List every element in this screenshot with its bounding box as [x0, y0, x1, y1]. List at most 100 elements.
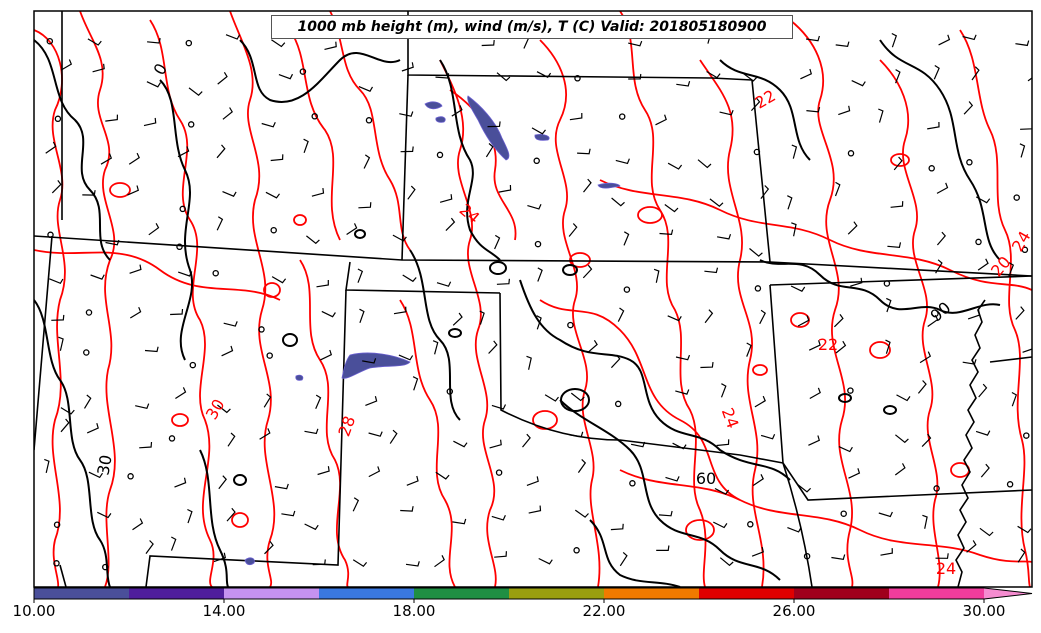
- wind-barb: [1015, 40, 1030, 47]
- calm-wind-marker: [54, 115, 62, 123]
- wind-barb: [716, 439, 730, 447]
- wind-barb: [221, 345, 234, 357]
- wind-barb: [709, 198, 724, 207]
- wind-barb: [933, 64, 940, 80]
- wind-barb: [58, 336, 64, 351]
- wind-barb: [435, 471, 450, 480]
- map-title: 1000 mb height (m), wind (m/s), T (C) Va…: [271, 15, 793, 39]
- wind-barb: [398, 354, 414, 361]
- wind-barb: [217, 404, 231, 414]
- wind-barb: [259, 428, 271, 440]
- wind-barb: [526, 476, 539, 486]
- wind-barb: [271, 276, 287, 284]
- wind-barb: [365, 396, 378, 406]
- wind-barb: [847, 221, 858, 235]
- wind-barb: [850, 277, 863, 287]
- colorbar-segment: [224, 588, 319, 599]
- wind-barb: [834, 181, 841, 197]
- calm-wind-marker: [847, 387, 854, 394]
- wind-barb: [320, 349, 333, 361]
- colorbar-segment: [34, 588, 129, 599]
- wind-barb: [1020, 123, 1032, 130]
- wind-barb: [187, 508, 193, 524]
- wind-barb: [270, 154, 284, 162]
- wind-barb: [658, 510, 673, 517]
- calm-wind-marker: [299, 68, 307, 75]
- calm-wind-marker: [495, 469, 503, 476]
- wind-barb: [704, 267, 719, 274]
- wind-barb: [432, 340, 439, 355]
- wind-barb: [479, 310, 485, 325]
- wind-speed-shading: [244, 95, 621, 566]
- wind-barb: [619, 551, 628, 567]
- wind-barb: [617, 307, 625, 322]
- wind-barb: [962, 34, 977, 41]
- wind-barb: [676, 81, 691, 87]
- wind-barb: [436, 281, 452, 287]
- calm-wind-marker: [258, 326, 265, 333]
- wind-barb: [977, 258, 989, 271]
- wind-barb: [316, 280, 329, 288]
- calm-wind-marker: [803, 552, 811, 560]
- wind-barb: [88, 471, 103, 479]
- wind-barb: [452, 518, 467, 525]
- wind-barb: [790, 285, 806, 292]
- wind-barb: [656, 545, 670, 551]
- wind-barb: [494, 234, 501, 250]
- wind-barb: [569, 113, 583, 121]
- wind-barb: [979, 527, 994, 537]
- wind-barb: [760, 434, 776, 440]
- wind-barb: [980, 463, 990, 478]
- wind-barb: [218, 475, 227, 490]
- wind-barb: [922, 514, 928, 529]
- wind-barb: [577, 148, 591, 155]
- wind-barb: [675, 389, 690, 395]
- calm-wind-marker: [270, 226, 277, 234]
- wind-barb: [271, 39, 286, 48]
- wind-barb: [797, 483, 812, 493]
- wind-barb: [412, 376, 419, 391]
- wind-barb: [491, 404, 507, 410]
- wind-barb: [44, 458, 50, 474]
- colorbar-segment: [699, 588, 794, 599]
- wind-barb: [975, 196, 991, 204]
- wind-barb: [363, 154, 371, 169]
- wind-barb: [713, 521, 728, 529]
- calm-wind-marker: [533, 157, 540, 165]
- calm-wind-marker: [623, 286, 631, 293]
- colorbar-tick-label: 26.00: [772, 602, 816, 620]
- wind-barb: [392, 234, 407, 242]
- wind-barb: [352, 497, 360, 512]
- wind-barb: [359, 308, 365, 324]
- calm-wind-marker: [365, 117, 373, 124]
- wind-barb: [544, 394, 559, 402]
- wind-barb: [401, 62, 414, 72]
- wind-barb: [178, 271, 193, 277]
- wind-barb: [146, 81, 162, 88]
- wind-barb: [60, 59, 73, 71]
- wind-barb: [522, 433, 531, 448]
- wind-barb: [672, 442, 687, 450]
- wind-barb: [278, 73, 294, 80]
- calm-wind-marker: [189, 361, 197, 369]
- wind-barb: [174, 477, 187, 488]
- calm-wind-marker: [185, 39, 193, 47]
- temp-label-7: 22: [818, 335, 838, 354]
- wind-barb: [653, 268, 660, 283]
- wind-barb: [752, 474, 764, 486]
- wind-barb: [132, 518, 144, 531]
- wind-barb: [281, 510, 296, 517]
- calm-wind-marker: [1013, 194, 1020, 201]
- calm-wind-marker: [127, 473, 134, 480]
- wind-barb: [304, 428, 319, 435]
- wind-barb: [223, 321, 238, 327]
- colorbar-extend-arrow: [984, 588, 1032, 599]
- calm-wind-marker: [753, 148, 761, 156]
- wind-barb: [324, 41, 337, 50]
- wind-barb: [833, 314, 844, 328]
- wind-barb: [496, 278, 510, 285]
- wind-barb: [222, 107, 233, 120]
- wind-barb: [760, 185, 770, 199]
- wind-barb: [831, 554, 846, 560]
